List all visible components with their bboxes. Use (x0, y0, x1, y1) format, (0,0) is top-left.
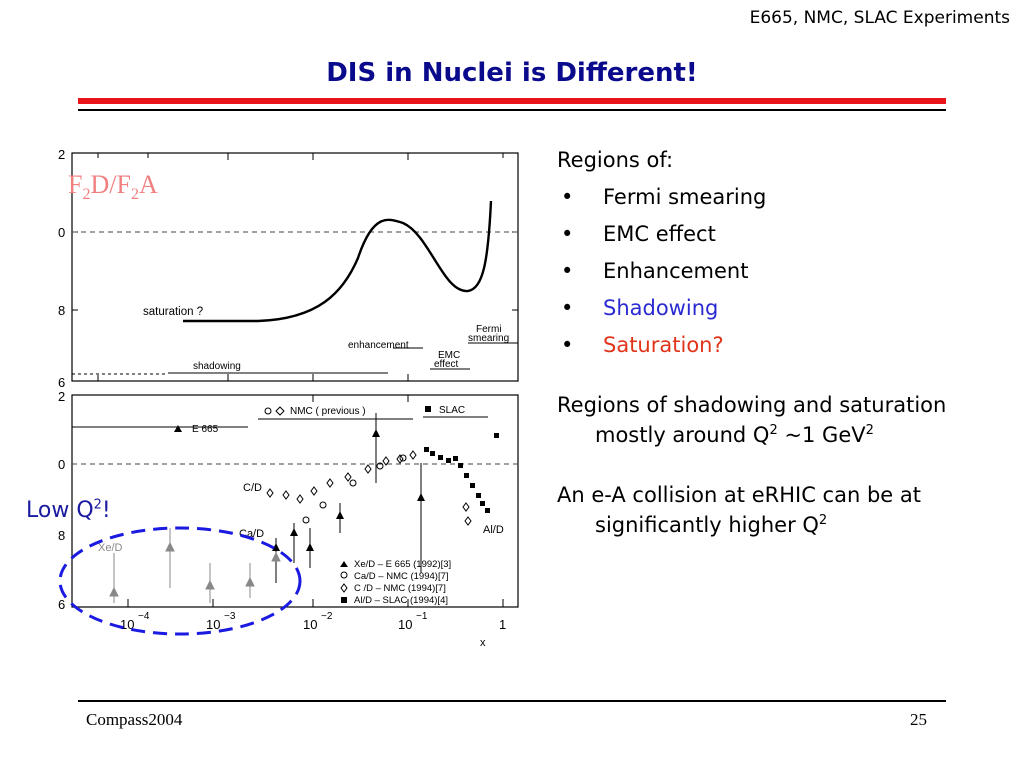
xtick: 10 (206, 617, 220, 632)
legend-c: C /D – NMC (1994)[7] (354, 583, 446, 594)
top-ytick: 0 (58, 225, 65, 240)
legend-square (425, 406, 431, 412)
bottom-ytick: 2 (58, 389, 65, 404)
region-item: • Enhancement (561, 259, 749, 283)
top-ytick: 2 (58, 147, 65, 162)
low-q-label: Low Q2! (26, 497, 111, 523)
xtick: 10 (398, 617, 412, 632)
top-ytick: 8 (58, 303, 65, 318)
label-xe-d: Xe/D (98, 542, 123, 554)
label-emc: EMC (438, 350, 460, 361)
legend-diamond (275, 406, 285, 416)
legend-circle (264, 407, 272, 415)
paragraph-shadowing-saturation: Regions of shadowing and saturation most… (557, 393, 947, 447)
xtick-exp: −4 (138, 611, 150, 622)
header-note: E665, NMC, SLAC Experiments (749, 8, 1010, 28)
xtick: 1 (499, 617, 506, 632)
top-panel-frame (71, 152, 519, 382)
xtick: 10 (303, 617, 317, 632)
xtick-exp: −2 (321, 611, 333, 622)
legend-ca: Ca/D – NMC (1994)[7] (354, 571, 449, 582)
regions-heading: Regions of: (557, 148, 674, 172)
region-item-shadowing: • Shadowing (561, 296, 719, 320)
footer-divider (78, 700, 946, 702)
figure-label-ratio: F2D/F2A (68, 170, 158, 204)
top-ytick: 6 (58, 375, 65, 390)
bottom-panel-frame (71, 394, 519, 608)
slide-title: DIS in Nuclei is Different! (326, 58, 698, 88)
legend-slac: SLAC (439, 405, 465, 416)
x-axis-label: x (480, 637, 486, 649)
label-c-d: C/D (243, 482, 262, 494)
legend-e665: E 665 (192, 424, 219, 435)
bottom-ytick: 0 (58, 457, 65, 472)
paragraph-erhic: An e-A collision at eRHIC can be at sign… (557, 483, 921, 537)
ratio-curve (183, 200, 493, 323)
label-saturation: saturation ? (143, 306, 203, 318)
label-smearing: smearing (468, 333, 509, 344)
label-shadowing: shadowing (193, 361, 241, 372)
dis-ratio-figure: 2 0 8 6 saturation ? enhancement EMC eff… (58, 147, 519, 649)
title-underline-red (78, 98, 946, 104)
footer-label: Compass2004 (86, 710, 183, 729)
low-q-ellipse (58, 526, 302, 636)
legend-triangle (174, 425, 182, 432)
legend-al: Al/D – SLAC (1994)[4] (354, 595, 448, 606)
xtick: 10 (120, 617, 134, 632)
bottom-ytick: 6 (58, 597, 65, 612)
data-points (109, 413, 499, 603)
top-panel-yticks: 2 0 8 6 (58, 147, 65, 390)
page-number: 25 (910, 710, 927, 729)
region-item-saturation: • Saturation? (561, 333, 724, 357)
legend-xe: Xe/D – E 665 (1992)[3] (354, 559, 451, 570)
bottom-ytick: 8 (58, 528, 65, 543)
xtick-exp: −3 (224, 611, 236, 622)
legend-nmc: NMC ( previous ) (290, 406, 366, 417)
label-effect: effect (434, 359, 458, 370)
region-item: • EMC effect (561, 222, 716, 246)
region-item: • Fermi smearing (561, 185, 767, 209)
label-enhancement: enhancement (348, 340, 409, 351)
label-al-d: Al/D (483, 524, 504, 536)
title-underline-black (78, 109, 946, 111)
right-text-block: Regions of: • Fermi smearing • EMC effect … (557, 142, 977, 540)
xtick-exp: −1 (416, 611, 428, 622)
label-fermi: Fermi (476, 324, 502, 335)
